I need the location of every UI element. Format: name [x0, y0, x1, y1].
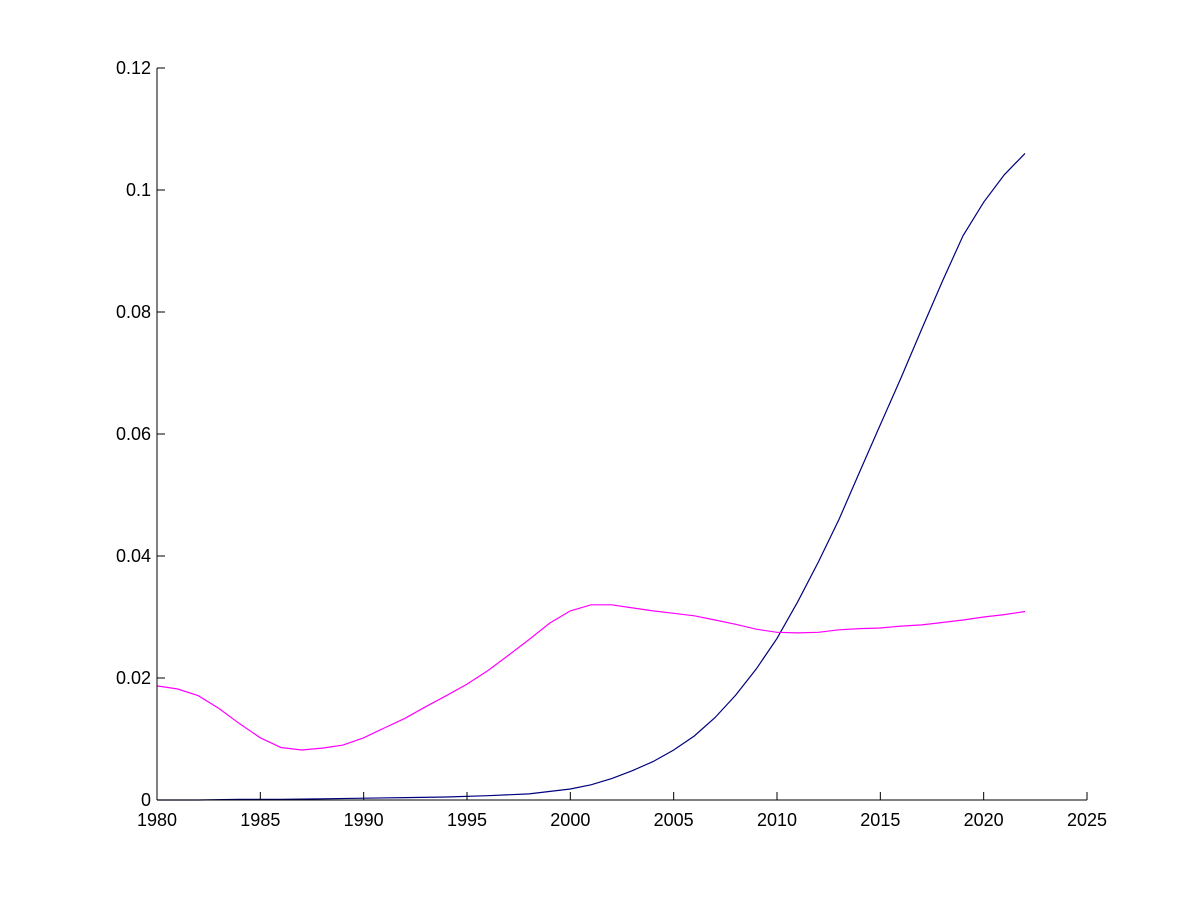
x-tick-label: 2005	[654, 810, 694, 830]
y-tick-label: 0.08	[116, 302, 151, 322]
series-layer	[156, 152, 1026, 801]
x-tick-label: 2025	[1067, 810, 1107, 830]
x-tick-label: 1990	[344, 810, 384, 830]
x-tick-label: 2000	[550, 810, 590, 830]
axes: 1980 1985 1990 1995 2000 2005 2010 2015 2020 2025…	[116, 58, 1107, 830]
series-line-2	[156, 604, 1026, 751]
series-line-1	[157, 152, 1026, 801]
x-tick-label: 2020	[964, 810, 1004, 830]
y-tick-label: 0.1	[126, 180, 151, 200]
y-tick-label: 0.02	[116, 668, 151, 688]
y-tick-label: 0	[141, 790, 151, 810]
x-tick-label: 1985	[240, 810, 280, 830]
y-tick-label: 0.12	[116, 58, 151, 78]
y-tick-label: 0.04	[116, 546, 151, 566]
x-tick-label: 2010	[757, 810, 797, 830]
x-tick-label: 2015	[860, 810, 900, 830]
x-tick-label: 1980	[137, 810, 177, 830]
x-tick-label: 1995	[447, 810, 487, 830]
y-tick-label: 0.06	[116, 424, 151, 444]
